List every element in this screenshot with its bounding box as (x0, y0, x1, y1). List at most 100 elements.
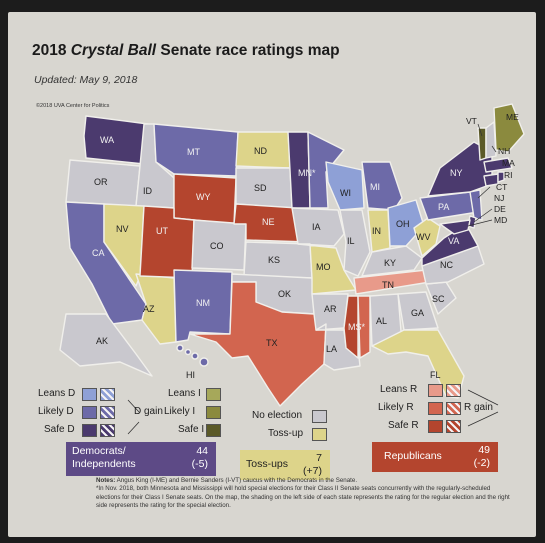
notes-label: Notes: (96, 477, 116, 484)
label-DE: DE (494, 204, 506, 214)
toss-count: 7 (316, 452, 322, 464)
label-VA: VA (448, 236, 459, 246)
label-WI: WI (340, 188, 351, 198)
slide: 2018 Crystal Ball Senate race ratings ma… (8, 12, 536, 537)
state-WI[interactable] (325, 161, 365, 211)
state-MT[interactable] (153, 123, 239, 177)
label-MA: MA (502, 158, 515, 168)
label-NC: NC (440, 260, 453, 270)
swatch-likely-d-gain (100, 406, 115, 419)
state-IL[interactable] (339, 209, 371, 277)
label-MO: MO (316, 262, 331, 272)
state-IN[interactable] (367, 209, 391, 253)
label-IL: IL (347, 236, 355, 246)
legend-r-gain: R gain (464, 402, 493, 413)
label-RI: RI (504, 170, 513, 180)
label-ID: ID (143, 186, 153, 196)
label-NH: NH (498, 146, 510, 156)
state-HI-4[interactable] (199, 357, 209, 367)
state-NH[interactable] (485, 121, 497, 159)
copyright: ©2018 UVA Center for Politics (36, 103, 110, 109)
label-MI: MI (370, 182, 380, 192)
legend-likely-d: Likely D (38, 406, 74, 417)
state-GA[interactable] (397, 291, 439, 331)
updated-date: Updated: May 9, 2018 (34, 74, 138, 86)
legend-safe-r: Safe R (388, 420, 419, 431)
label-OK: OK (278, 289, 291, 299)
swatch-safe-d (82, 424, 97, 437)
label-MN: MN* (298, 168, 316, 178)
label-MT: MT (187, 147, 200, 157)
legend-likely-r: Likely R (378, 402, 414, 413)
state-RI[interactable] (497, 171, 505, 183)
legend-safe-d: Safe D (44, 424, 75, 435)
swatch-likely-r (428, 402, 443, 415)
rep-total-box: Republicans 49 (-2) (372, 442, 498, 472)
dem-count: 44 (196, 445, 208, 457)
label-NE: NE (262, 217, 275, 227)
label-KY: KY (384, 258, 396, 268)
state-OH[interactable] (387, 199, 425, 247)
state-MI[interactable] (361, 161, 403, 211)
label-WY: WY (196, 192, 211, 202)
toss-label: Toss-ups (246, 458, 289, 470)
state-MS-left[interactable] (343, 295, 359, 359)
label-AK: AK (96, 336, 108, 346)
notes: Notes: Angus King (I-ME) and Bernie Sand… (96, 477, 516, 510)
toss-total-box: Toss-ups 7 (+7) (240, 450, 330, 480)
leader-lines (467, 123, 497, 227)
state-VA[interactable] (421, 223, 479, 267)
label-OH: OH (396, 219, 410, 229)
state-FL[interactable] (371, 329, 465, 399)
state-IA[interactable] (291, 207, 345, 247)
label-CO: CO (210, 241, 224, 251)
state-VT[interactable] (477, 127, 487, 161)
label-NV: NV (116, 224, 129, 234)
state-ME[interactable] (493, 103, 525, 153)
label-VT: VT (466, 116, 477, 126)
legend-likely-i: Likely I (164, 406, 196, 417)
state-AR[interactable] (311, 293, 349, 331)
label-AZ: AZ (143, 304, 155, 314)
swatch-safe-r (428, 420, 443, 433)
label-UT: UT (156, 226, 168, 236)
state-HI-3[interactable] (191, 352, 199, 360)
swatch-leans-r-gain (446, 384, 461, 397)
dem-label-2: Independents (72, 458, 136, 470)
label-ND: ND (254, 146, 267, 156)
swatch-leans-d (82, 388, 97, 401)
state-WA[interactable] (83, 115, 149, 165)
state-TX[interactable] (189, 281, 327, 407)
label-HI: HI (186, 370, 195, 380)
label-IA: IA (312, 222, 321, 232)
swatch-leans-i (206, 388, 221, 401)
label-ME: ME (506, 112, 519, 122)
label-TN: TN (382, 280, 394, 290)
label-NM: NM (196, 298, 210, 308)
state-NM[interactable] (173, 269, 233, 343)
label-MS: MS* (348, 322, 366, 332)
state-HI-1[interactable] (176, 344, 184, 352)
swatch-safe-i (206, 424, 221, 437)
label-FL: FL (430, 370, 441, 380)
state-MS-right[interactable] (357, 295, 371, 359)
label-AL: AL (376, 316, 387, 326)
state-KY[interactable] (361, 245, 423, 277)
state-NJ[interactable] (469, 189, 483, 221)
state-HI-2[interactable] (184, 348, 192, 356)
label-TX: TX (266, 338, 278, 348)
label-SC: SC (432, 294, 445, 304)
state-WV[interactable] (413, 217, 441, 257)
state-MN-right[interactable] (307, 131, 345, 209)
label-SD: SD (254, 183, 267, 193)
label-NJ: NJ (494, 193, 504, 203)
state-MO[interactable] (297, 243, 357, 295)
rep-change: (-2) (473, 457, 490, 469)
swatch-likely-i (206, 406, 221, 419)
state-CT[interactable] (483, 173, 499, 187)
state-AK[interactable] (59, 313, 153, 377)
state-MA[interactable] (483, 157, 513, 173)
legend-toss-up: Toss-up (268, 428, 304, 439)
state-MD[interactable] (439, 219, 471, 235)
dem-total-box: Democrats/ Independents 44 (-5) (66, 442, 216, 476)
